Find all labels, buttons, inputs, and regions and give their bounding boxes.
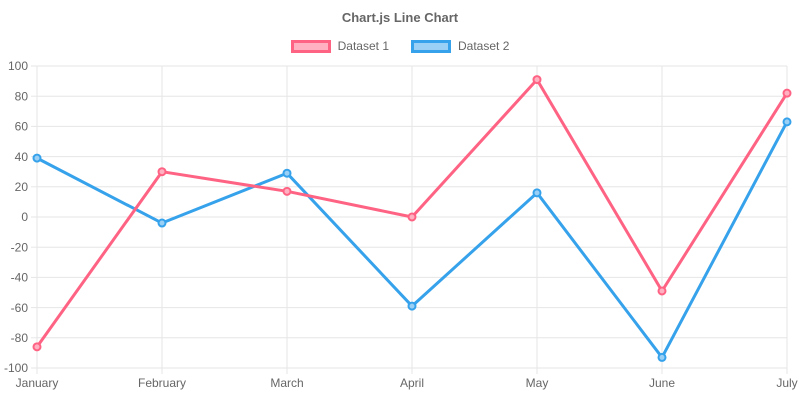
data-point-dataset-2-march — [282, 168, 292, 178]
x-tick-label: July — [776, 376, 797, 390]
data-point-dataset-1-march — [282, 186, 292, 196]
legend-label-dataset-2: Dataset 2 — [458, 39, 510, 53]
legend-swatch-dataset-2 — [411, 40, 451, 53]
data-point-dataset-1-february — [157, 167, 167, 177]
data-point-dataset-1-june — [657, 286, 667, 296]
legend-item-dataset-2[interactable]: Dataset 2 — [411, 40, 509, 53]
x-tick-label: June — [649, 376, 675, 390]
y-tick-label: 20 — [15, 180, 29, 194]
y-tick-label: 40 — [15, 150, 29, 164]
legend-label-dataset-1: Dataset 1 — [337, 39, 389, 53]
data-point-dataset-1-july — [782, 88, 792, 98]
data-point-dataset-2-june — [657, 352, 667, 362]
chart-legend: Dataset 1 Dataset 2 — [0, 40, 800, 53]
y-tick-label: 100 — [8, 59, 28, 73]
x-tick-label: February — [138, 376, 186, 390]
data-point-dataset-2-february — [157, 218, 167, 228]
y-tick-label: -60 — [11, 301, 29, 315]
y-tick-label: -40 — [11, 271, 29, 285]
data-point-dataset-1-may — [532, 75, 542, 85]
data-point-dataset-2-may — [532, 188, 542, 198]
data-point-dataset-2-january — [32, 153, 42, 163]
x-tick-label: March — [270, 376, 303, 390]
legend-swatch-dataset-1 — [290, 40, 331, 53]
y-tick-label: -20 — [11, 240, 29, 254]
x-tick-label: January — [16, 376, 59, 390]
legend-item-dataset-1[interactable]: Dataset 1 — [290, 39, 389, 53]
x-tick-label: May — [526, 376, 549, 390]
y-tick-label: 0 — [21, 210, 28, 224]
data-point-dataset-2-july — [782, 117, 792, 127]
x-tick-label: April — [400, 376, 424, 390]
y-tick-label: 60 — [15, 120, 29, 134]
y-tick-label: -100 — [4, 361, 28, 375]
data-point-dataset-1-january — [32, 342, 42, 352]
y-tick-label: 80 — [15, 89, 29, 103]
chart-title: Chart.js Line Chart — [341, 10, 459, 25]
y-tick-label: -80 — [11, 331, 29, 345]
data-point-dataset-2-april — [407, 301, 417, 311]
data-point-dataset-1-april — [407, 212, 417, 222]
